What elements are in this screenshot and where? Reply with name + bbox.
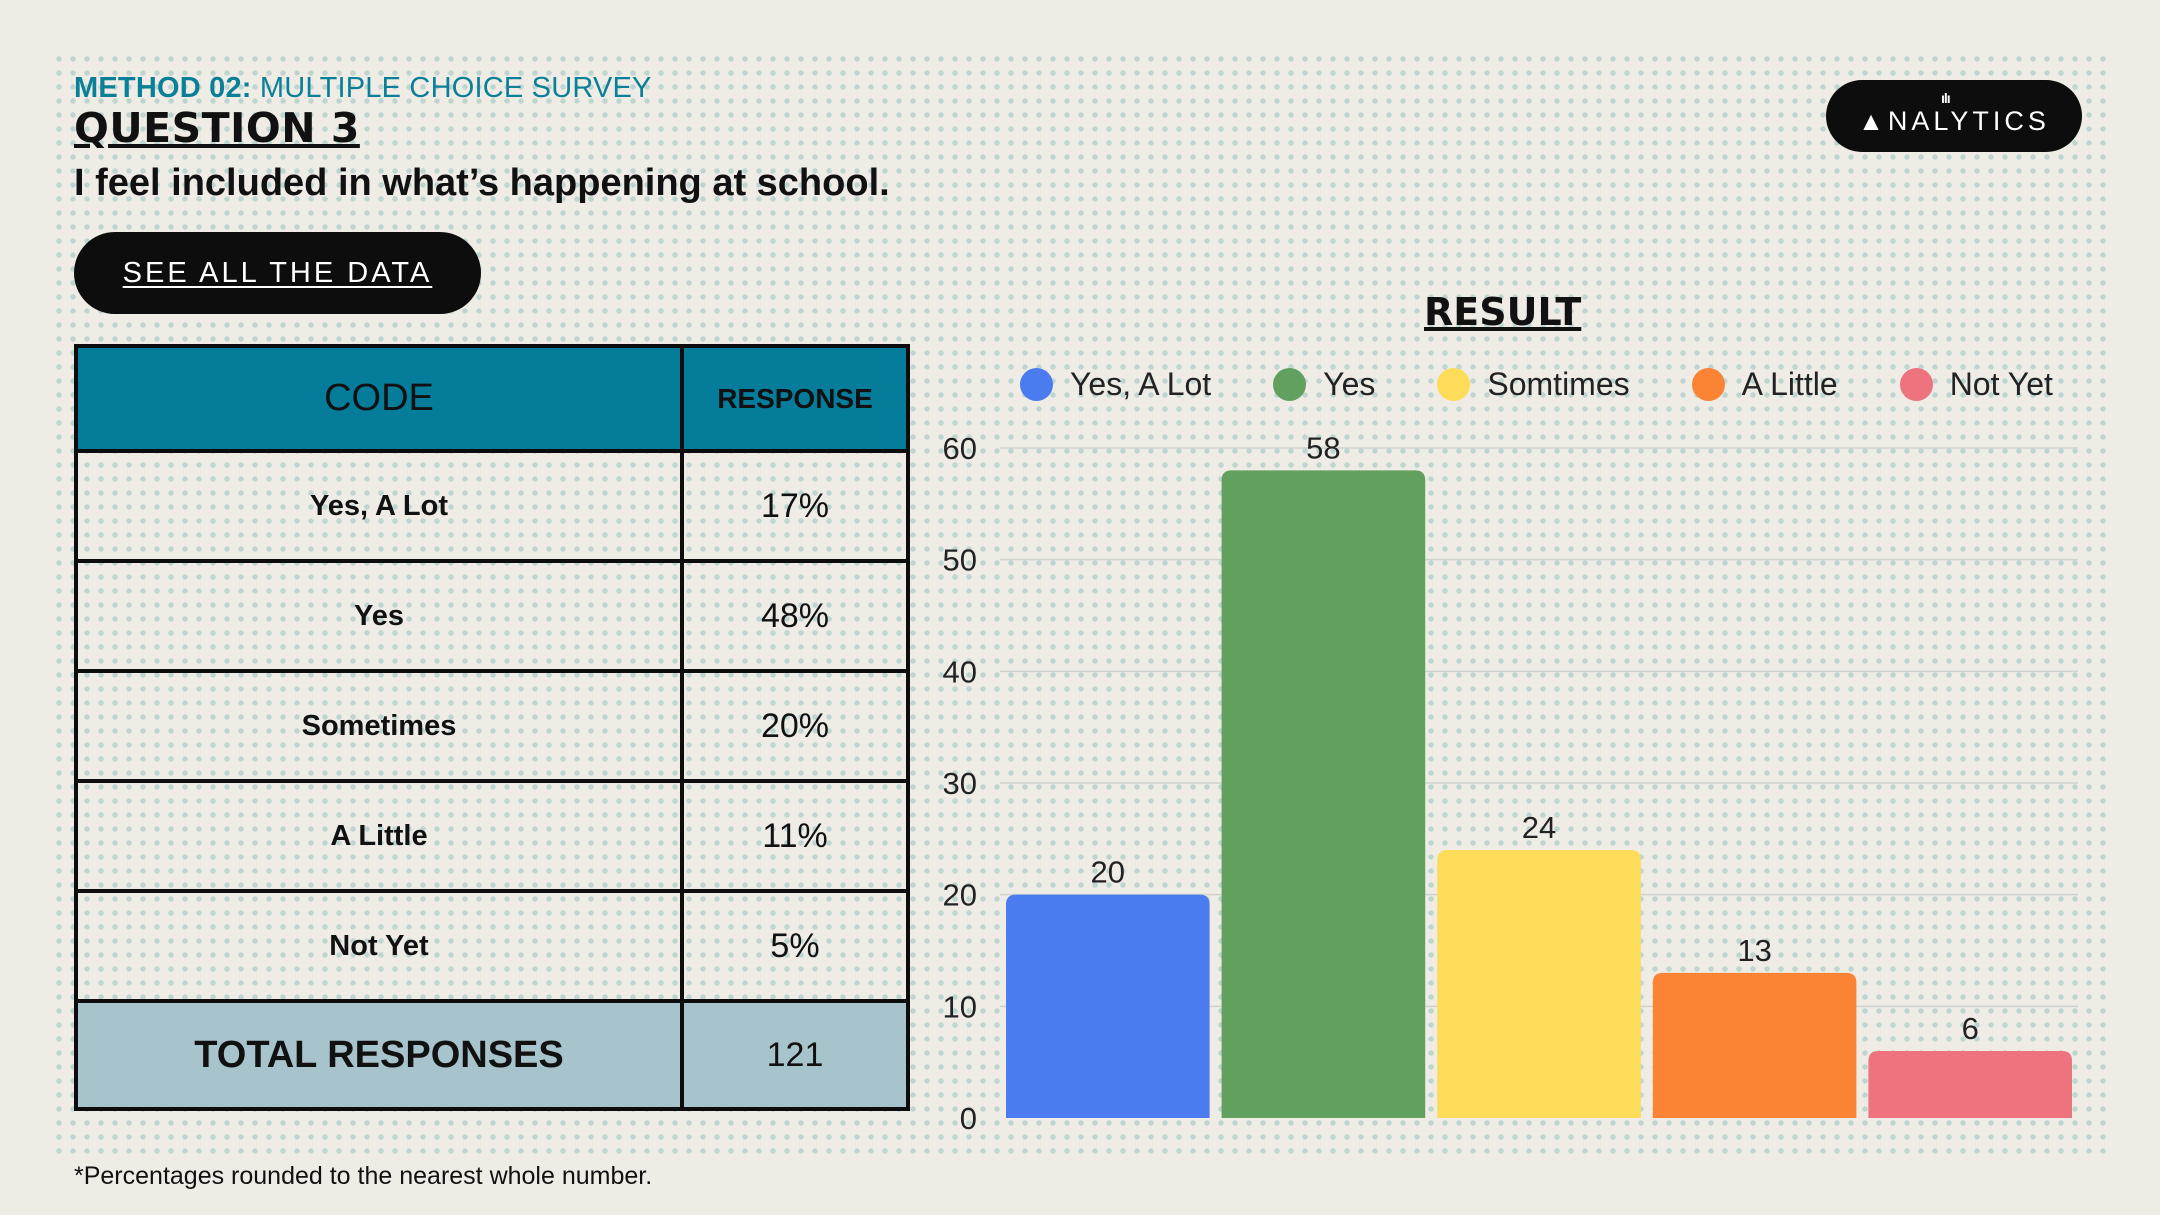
logo-triangle-icon: ▲ [1858,105,1884,136]
bar-value-label: 24 [1522,810,1556,845]
logo-bars-icon: ılı [1941,90,1951,106]
legend-swatch [1020,368,1053,401]
method-name: MULTIPLE CHOICE SURVEY [259,72,652,104]
logo-text: NALYTICS [1887,105,2050,136]
analytics-logo: ılı ▲ NALYTICS [1826,80,2082,152]
legend-label: Not Yet [1949,366,2053,402]
chart-title: RESULT [1424,290,1582,334]
bar [1221,470,1426,1118]
bar-chart: 0 10 20 30 40 50 60 20 58 24 13 6 [943,430,2078,1136]
table-row: A Little 11% [74,779,910,893]
row-code: Yes [74,559,684,673]
y-tick-label: 0 [960,1101,977,1136]
legend-label: Somtimes [1487,366,1630,402]
total-label: TOTAL RESPONSES [74,999,684,1111]
row-code: Sometimes [74,669,684,783]
legend-swatch [1273,368,1307,401]
row-code: Yes, A Lot [74,449,684,563]
bar [1652,972,1857,1118]
bar-value-label: 13 [1737,933,1771,968]
row-code: Not Yet [74,889,684,1003]
bar-value-label: 58 [1306,430,1340,465]
table-row: Not Yet 5% [74,889,910,1003]
bar-value-label: 6 [1962,1011,1979,1046]
response-table: CODE RESPONSE Yes, A Lot 17% Yes 48% Som… [74,344,910,1111]
legend-swatch [1899,368,1933,401]
total-value: 121 [680,999,910,1111]
column-header-response: RESPONSE [680,344,910,453]
row-response: 5% [680,889,910,1003]
legend-label: Yes, A Lot [1070,366,1212,402]
row-response: 20% [680,669,910,783]
y-tick-label: 60 [943,431,977,466]
legend-item: A Little [1691,366,1838,403]
table-header-row: CODE RESPONSE [74,344,910,453]
legend-label: Yes [1323,366,1376,402]
method-heading: METHOD 02: MULTIPLE CHOICE SURVEY [74,72,652,105]
row-response: 48% [680,559,910,673]
legend-item: Not Yet [1899,366,2053,403]
legend-item: Somtimes [1437,366,1630,403]
row-response: 11% [680,779,910,893]
method-prefix: METHOD 02: [74,72,252,104]
legend-swatch [1691,368,1725,401]
row-code: A Little [74,779,684,893]
y-tick-label: 20 [943,878,977,913]
table-row: Yes 48% [74,559,910,673]
bar [1868,1051,2072,1118]
total-row: TOTAL RESPONSES 121 [74,999,910,1111]
question-title: QUESTION 3 [74,104,360,152]
chart-legend: Yes, A Lot Yes Somtimes A Little Not Yet [1020,366,2053,403]
bar [1006,894,1210,1118]
bar [1437,850,1641,1118]
y-tick-label: 40 [943,654,977,689]
y-tick-label: 50 [943,543,977,578]
table-row: Sometimes 20% [74,669,910,783]
footnote: *Percentages rounded to the nearest whol… [74,1162,653,1190]
column-header-code: CODE [74,344,684,453]
bar-value-label: 20 [1091,855,1125,890]
table-row: Yes, A Lot 17% [74,449,910,563]
legend-label: A Little [1741,366,1838,402]
legend-swatch [1437,368,1471,401]
legend-item: Yes [1273,366,1375,403]
y-tick-label: 10 [943,989,977,1024]
y-tick-label: 30 [943,766,977,801]
legend-item: Yes, A Lot [1020,366,1211,403]
see-all-data-button[interactable]: SEE ALL THE DATA [74,232,481,314]
row-response: 17% [680,449,910,563]
question-statement: I feel included in what’s happening at s… [74,162,890,204]
